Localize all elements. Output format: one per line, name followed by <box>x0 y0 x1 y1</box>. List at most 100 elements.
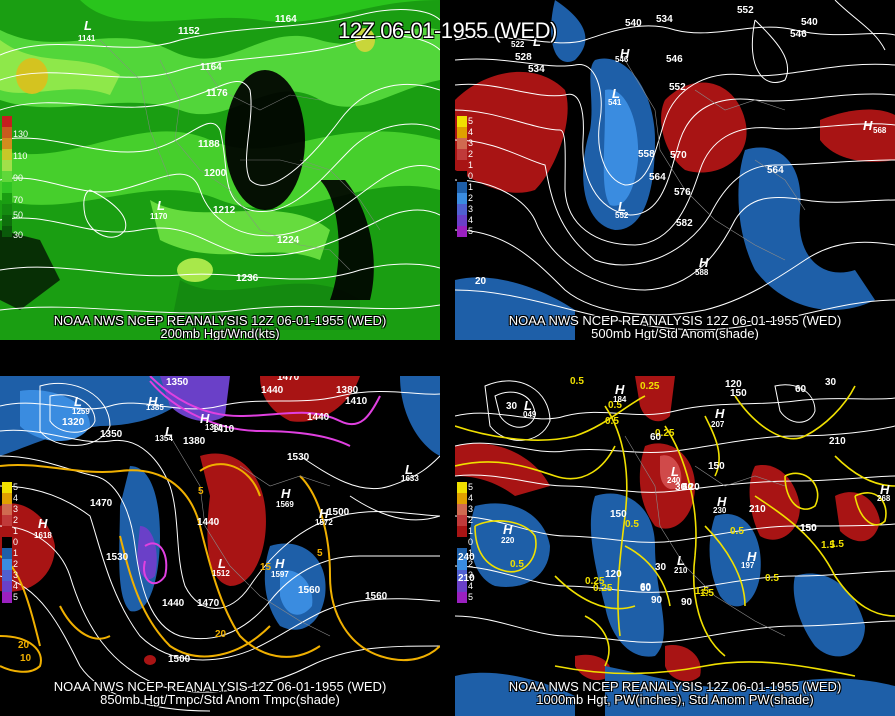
contour-label: 0.5 <box>605 416 619 427</box>
contour-label: 60 <box>682 482 694 493</box>
legend-label: 130 <box>13 129 29 139</box>
contour-label: 0.25 <box>593 583 613 594</box>
contour-label: 1530 <box>287 452 310 463</box>
contour-label: 0.25 <box>585 576 605 587</box>
legend-label: 0 <box>13 537 19 547</box>
contour-label: 1350 <box>100 429 123 440</box>
center-value: 268 <box>877 494 891 503</box>
high-pressure-marker: H <box>747 549 757 564</box>
legend-label: 1 <box>468 160 474 170</box>
contour-label: 1176 <box>206 88 228 99</box>
legend-label: 1 <box>468 182 474 192</box>
legend-label: 0 <box>468 537 474 547</box>
contour-label: 60 <box>640 582 652 593</box>
high-pressure-marker: H <box>699 255 709 270</box>
panel-caption: NOAA NWS NCEP REANALYSIS 12Z 06-01-1955 … <box>508 313 842 328</box>
contour-label: 552 <box>669 82 686 93</box>
contour-label: 90 <box>651 595 663 606</box>
low-pressure-marker: L <box>612 86 620 101</box>
contour-label: 210 <box>458 573 475 584</box>
contour-label: 1410 <box>345 396 368 407</box>
legend-label: 1 <box>13 548 19 558</box>
legend-label: 4 <box>13 493 19 503</box>
contour-label: 10 <box>20 653 32 664</box>
legend-label: 2 <box>13 559 19 569</box>
center-value: 1385 <box>146 403 164 412</box>
legend-label: 3 <box>468 504 474 514</box>
contour-label: 1410 <box>212 424 235 435</box>
panel-subcaption: 1000mb Hgt, PW(inches), Std Anom PW(shad… <box>536 692 814 707</box>
contour-label: 1500 <box>168 654 191 665</box>
contour-label: 20 <box>18 640 30 651</box>
legend-label: 2 <box>468 559 474 569</box>
legend-850mb <box>2 482 12 603</box>
contour-label: 1350 <box>166 377 189 388</box>
high-pressure-marker: H <box>281 486 291 501</box>
legend-label: 110 <box>13 151 28 161</box>
map-500mb <box>455 0 895 340</box>
legend-label: 2 <box>468 149 474 159</box>
panel-200mb: 130 110 90 70 50 30 1164 1152 1164 1176 … <box>0 0 440 340</box>
legend-label: 70 <box>13 195 24 205</box>
contour-label: 534 <box>528 64 545 75</box>
chart-title: 12Z 06-01-1955 (WED) <box>338 18 557 43</box>
center-value: 1141 <box>78 34 96 43</box>
low-pressure-marker: L <box>524 398 532 413</box>
contour-label: 1236 <box>236 273 259 284</box>
center-value: 230 <box>713 506 727 515</box>
legend-label: 50 <box>13 210 24 220</box>
contour-label: 528 <box>515 52 532 63</box>
high-pressure-marker: H <box>275 556 285 571</box>
center-value: 546 <box>615 55 629 64</box>
contour-label: 150 <box>800 523 817 534</box>
low-pressure-marker: L <box>74 394 82 409</box>
center-value: 1380 <box>205 423 223 432</box>
contour-label: 1380 <box>336 385 359 396</box>
contour-label: 60 <box>795 384 807 395</box>
contour-label: 1224 <box>277 235 300 246</box>
high-pressure-marker: H <box>620 46 630 61</box>
contour-label: 0.5 <box>510 559 524 570</box>
contour-label: 546 <box>666 54 683 65</box>
contour-label: 1440 <box>197 517 220 528</box>
legend-label: 2 <box>13 515 19 525</box>
contour-label: 564 <box>649 172 666 183</box>
contour-label: 30 <box>825 377 837 388</box>
contour-label: 1.5 <box>700 588 714 599</box>
center-value: 1512 <box>212 569 230 578</box>
low-pressure-marker: L <box>157 198 165 213</box>
contour-label: 1320 <box>165 376 187 377</box>
contour-label: 582 <box>676 218 693 229</box>
contour-label: 570 <box>670 150 687 161</box>
legend-label: 4 <box>468 493 474 503</box>
panel-caption: NOAA NWS NCEP REANALYSIS 12Z 06-01-1955 … <box>53 679 387 694</box>
contour-label: 120 <box>605 569 622 580</box>
contour-label: 1212 <box>213 205 236 216</box>
contour-label: 1440 <box>162 598 185 609</box>
map-200mb <box>0 0 440 340</box>
contour-label: 90 <box>681 597 693 608</box>
contour-label: 0.5 <box>608 400 622 411</box>
contour-label: 540 <box>801 17 818 28</box>
center-value: 1170 <box>150 212 168 221</box>
contour-label: 1164 <box>275 14 297 25</box>
contour-label: 240 <box>458 552 475 563</box>
high-pressure-marker: H <box>319 506 329 521</box>
legend-label: 1 <box>468 526 474 536</box>
high-pressure-marker: L <box>405 462 413 477</box>
legend-label: 3 <box>468 138 474 148</box>
legend-label: 1 <box>468 548 474 558</box>
legend-label: 2 <box>468 193 474 203</box>
center-value: 1259 <box>72 407 90 416</box>
contour-label: 1380 <box>183 436 206 447</box>
contour-label: 5 <box>198 486 204 497</box>
contour-label: 150 <box>800 523 817 534</box>
legend-label: 90 <box>13 173 24 183</box>
contour-label: 30 <box>506 401 518 412</box>
center-value: 1618 <box>34 531 52 540</box>
legend-label: 4 <box>468 581 474 591</box>
low-pressure-marker: L <box>618 199 626 214</box>
high-pressure-marker: H <box>38 516 48 531</box>
legend-label: 5 <box>13 592 19 602</box>
panel-850mb: 5 4 3 2 1 0 1 2 3 4 5 1320 1350 1470 144… <box>0 376 440 716</box>
